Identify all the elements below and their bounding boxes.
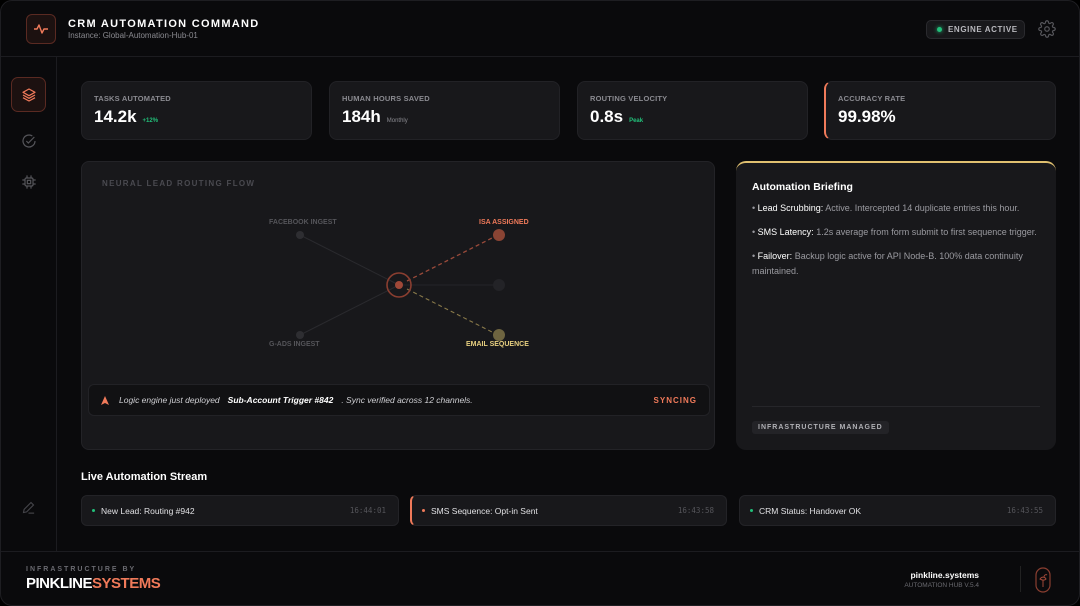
stat-label: ACCURACY RATE — [838, 94, 906, 103]
node-label-email: EMAIL SEQUENCE — [466, 341, 529, 348]
stat-value: 14.2k — [94, 107, 137, 126]
stream-item[interactable]: New Lead: Routing #942 16:44:01 — [81, 495, 399, 526]
engine-status-text: ENGINE ACTIVE — [948, 25, 1018, 34]
stat-label: HUMAN HOURS SAVED — [342, 94, 430, 103]
footer-by: INFRASTRUCTURE BY — [26, 566, 137, 573]
node-gads — [296, 331, 304, 339]
divider — [1020, 566, 1021, 592]
infrastructure-badge: INFRASTRUCTURE MANAGED — [752, 421, 889, 434]
stat-value: 0.8s — [590, 107, 624, 126]
sidebar-item-infrastructure[interactable] — [11, 164, 46, 199]
stat-value: 99.98% — [838, 107, 896, 126]
stat-change: +12% — [142, 118, 159, 124]
sidebar-item-tasks[interactable] — [11, 123, 46, 158]
stream-time: 16:43:58 — [677, 506, 714, 515]
app-logo — [26, 14, 56, 44]
stat-card-hours-saved: HUMAN HOURS SAVED 184h Monthly — [329, 81, 560, 140]
gear-icon[interactable] — [1038, 20, 1056, 38]
briefing-item: • Lead Scrubbing: Active. Intercepted 14… — [752, 203, 1020, 213]
pen-icon — [22, 501, 35, 514]
briefing-item: • SMS Latency: 1.2s average from form su… — [752, 227, 1037, 237]
sidebar-item-edit[interactable] — [11, 490, 46, 525]
stream-time: 16:43:55 — [1006, 506, 1043, 515]
stream-text: SMS Sequence: Opt-in Sent — [431, 505, 538, 516]
stat-card-tasks-automated: TASKS AUTOMATED 14.2k +12% — [81, 81, 312, 140]
divider — [752, 406, 1040, 407]
footer-version: AUTOMATION HUB V.5.4 — [904, 582, 979, 589]
sync-status: SYNCING — [653, 395, 697, 405]
sidebar — [1, 57, 57, 551]
layers-icon — [21, 87, 36, 102]
routing-flow-diagram — [296, 229, 505, 341]
engine-status-badge[interactable]: ENGINE ACTIVE — [926, 20, 1025, 39]
stream-item[interactable]: CRM Status: Handover OK 16:43:55 — [739, 495, 1056, 526]
stream-text: New Lead: Routing #942 — [101, 505, 195, 516]
stream-title: Live Automation Stream — [81, 471, 208, 483]
stat-value: 184h — [342, 107, 381, 126]
pulse-icon — [34, 24, 48, 34]
stat-card-routing-velocity: ROUTING VELOCITY 0.8s Peak — [577, 81, 808, 140]
stat-card-accuracy-rate: ACCURACY RATE 99.98% — [824, 81, 1056, 140]
automation-briefing-panel: Automation Briefing • Lead Scrubbing: Ac… — [736, 161, 1056, 450]
instance-label: Instance: Global-Automation-Hub-01 — [68, 31, 198, 40]
status-dot-icon — [937, 27, 942, 32]
routing-flow-panel: NEURAL LEAD ROUTING FLOW FACEBOOK INGEST… — [81, 161, 715, 450]
status-dot-icon — [750, 509, 753, 512]
header: CRM AUTOMATION COMMAND Instance: Global-… — [1, 1, 1079, 57]
node-label-facebook: FACEBOOK INGEST — [269, 219, 337, 226]
stat-label: TASKS AUTOMATED — [94, 94, 171, 103]
stat-period: Monthly — [386, 118, 408, 124]
sidebar-item-layers[interactable] — [11, 77, 46, 112]
ticker-prefix: Logic engine just deployed — [119, 395, 220, 405]
node-label-isa: ISA ASSIGNED — [479, 219, 529, 226]
node-label-gads: G-ADS INGEST — [269, 341, 320, 348]
stream-time: 16:44:01 — [349, 506, 386, 515]
arrow-up-icon — [101, 395, 109, 405]
node-hub-ring — [386, 272, 412, 298]
footer-brand: PINKLINESYSTEMS — [26, 575, 161, 592]
ticker-suffix: . Sync verified across 12 channels. — [341, 395, 473, 405]
status-dot-icon — [422, 509, 425, 512]
node-email — [493, 329, 505, 341]
app-title: CRM AUTOMATION COMMAND — [68, 18, 260, 30]
stream-item[interactable]: SMS Sequence: Opt-in Sent 16:43:58 — [410, 495, 727, 526]
node-facebook — [296, 231, 304, 239]
briefing-title: Automation Briefing — [752, 181, 853, 193]
status-dot-icon — [92, 509, 95, 512]
node-idle — [493, 279, 505, 291]
footer-site[interactable]: pinkline.systems — [910, 570, 979, 580]
stat-note: Peak — [629, 118, 644, 124]
panel-title: NEURAL LEAD ROUTING FLOW — [102, 179, 256, 188]
deploy-ticker: Logic engine just deployed Sub-Account T… — [88, 384, 710, 416]
stat-label: ROUTING VELOCITY — [590, 94, 668, 103]
ticker-highlight: Sub-Account Trigger #842 — [227, 395, 334, 405]
briefing-item: • Failover: Backup logic active for API … — [752, 251, 1023, 276]
stream-text: CRM Status: Handover OK — [759, 505, 862, 516]
flamingo-logo-icon — [1035, 567, 1051, 593]
check-circle-icon — [21, 133, 36, 148]
node-isa — [493, 229, 505, 241]
chip-icon — [21, 174, 36, 189]
footer: INFRASTRUCTURE BY PINKLINESYSTEMS pinkli… — [1, 551, 1079, 605]
node-hub — [395, 281, 403, 289]
